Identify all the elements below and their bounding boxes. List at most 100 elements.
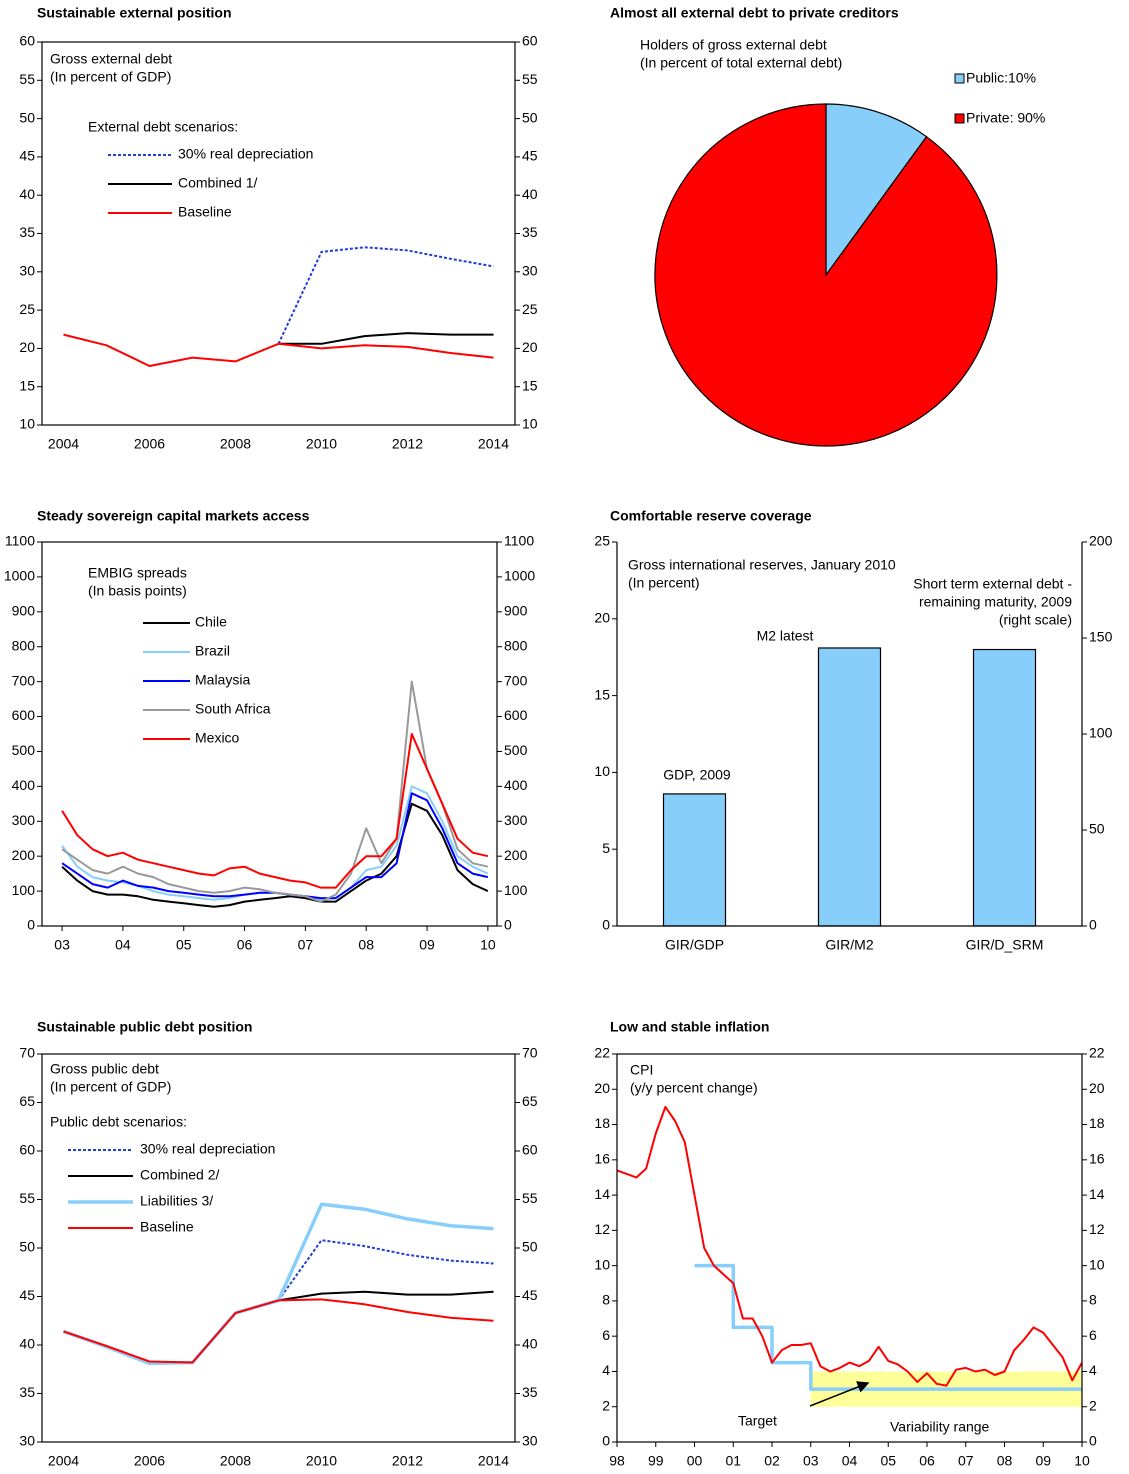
y2-tick-label: 6 [1089, 1327, 1097, 1343]
y-tick-label: 22 [594, 1045, 610, 1061]
x-tick-label: GIR/D_SRM [966, 937, 1044, 953]
x-tick-label: 98 [609, 1453, 625, 1469]
y-tick-label: 45 [19, 148, 35, 164]
x-tick-label: 09 [1035, 1453, 1051, 1469]
y2-tick-label: 100 [1089, 725, 1113, 741]
annotation: (In percent) [628, 575, 700, 591]
y2-tick-label: 4 [1089, 1362, 1097, 1378]
y-tick-label: 45 [19, 1287, 35, 1303]
annotation: EMBIG spreads [88, 565, 187, 581]
x-tick-label: 2004 [48, 1453, 79, 1469]
y-tick-label: 25 [19, 301, 35, 317]
legend-label: Liabilities 3/ [140, 1193, 213, 1209]
series-line [61, 680, 489, 903]
series-line [616, 1105, 1083, 1387]
y2-tick-label: 45 [522, 148, 538, 164]
y-tick-label: 700 [12, 672, 36, 688]
annotation: External debt scenarios: [88, 119, 238, 135]
y2-tick-label: 20 [522, 339, 538, 355]
bar-label: Short term external debt - [913, 576, 1072, 592]
y2-tick-label: 600 [504, 707, 528, 723]
legend-label: Public:10% [966, 70, 1036, 86]
y-tick-label: 50 [19, 109, 35, 125]
annotation: (In basis points) [88, 583, 187, 599]
x-tick-label: 2004 [48, 436, 79, 452]
legend-swatch [954, 73, 965, 84]
legend-swatch [954, 113, 965, 124]
y2-tick-label: 400 [504, 777, 528, 793]
legend-label: South Africa [195, 701, 271, 717]
legend-label: 30% real depreciation [178, 146, 313, 162]
y2-tick-label: 8 [1089, 1292, 1097, 1308]
chart-title: Sustainable external position [37, 5, 232, 21]
x-tick-label: 08 [358, 937, 374, 953]
series-line [278, 332, 494, 345]
x-tick-label: 10 [480, 937, 496, 953]
y2-tick-label: 50 [522, 109, 538, 125]
y-tick-label: 25 [594, 533, 610, 549]
x-tick-label: 05 [880, 1453, 896, 1469]
y-tick-label: 1000 [4, 568, 35, 584]
y-tick-label: 20 [594, 610, 610, 626]
y2-tick-label: 18 [1089, 1115, 1105, 1131]
y2-tick-label: 30 [522, 263, 538, 279]
y-tick-label: 20 [19, 339, 35, 355]
x-tick-label: 99 [648, 1453, 664, 1469]
y-tick-label: 0 [27, 917, 35, 933]
legend-label: Chile [195, 614, 227, 630]
chart-title: Comfortable reserve coverage [610, 508, 812, 524]
y2-tick-label: 65 [522, 1093, 538, 1109]
y2-tick-label: 70 [522, 1045, 538, 1061]
y2-tick-label: 0 [1089, 1433, 1097, 1449]
bar [817, 647, 882, 927]
series-line [61, 733, 489, 889]
y2-tick-label: 700 [504, 672, 528, 688]
legend-label: Combined 2/ [140, 1167, 219, 1183]
plot-frame [41, 541, 498, 927]
annotation: Public debt scenarios: [50, 1114, 187, 1130]
y2-tick-label: 50 [1089, 821, 1105, 837]
x-tick-label: 2008 [220, 436, 251, 452]
y-tick-label: 35 [19, 1384, 35, 1400]
y-tick-label: 8 [602, 1292, 610, 1308]
x-tick-label: GIR/M2 [825, 937, 873, 953]
y2-tick-label: 12 [1089, 1221, 1105, 1237]
chart-title: Sustainable public debt position [37, 1019, 252, 1035]
y2-tick-label: 150 [1089, 629, 1113, 645]
x-tick-label: 2014 [478, 1453, 509, 1469]
y-tick-label: 30 [19, 1433, 35, 1449]
legend-label: Brazil [195, 643, 230, 659]
annotation: CPI [630, 1062, 653, 1078]
y-tick-label: 10 [594, 763, 610, 779]
x-tick-label: 06 [237, 937, 253, 953]
y2-tick-label: 50 [522, 1239, 538, 1255]
annotation: Gross external debt [50, 51, 172, 67]
y2-tick-label: 1100 [504, 533, 534, 549]
y2-tick-label: 16 [1089, 1151, 1105, 1167]
chart-title: Almost all external debt to private cred… [610, 5, 899, 21]
x-tick-label: 2006 [134, 436, 165, 452]
series-line [61, 785, 489, 901]
y2-tick-label: 2 [1089, 1397, 1097, 1413]
plot-frame [41, 41, 516, 426]
y-tick-label: 0 [602, 1433, 610, 1449]
y2-tick-label: 30 [522, 1433, 538, 1449]
x-tick-label: 2012 [392, 1453, 423, 1469]
y-tick-label: 55 [19, 1190, 35, 1206]
series-line [63, 1298, 494, 1364]
y2-tick-label: 500 [504, 742, 528, 758]
y2-tick-label: 55 [522, 1190, 538, 1206]
x-tick-label: 08 [997, 1453, 1013, 1469]
y-tick-label: 15 [19, 377, 35, 393]
y2-tick-label: 60 [522, 33, 538, 49]
annotation: (In percent of GDP) [50, 1079, 171, 1095]
y-tick-label: 70 [19, 1045, 35, 1061]
y2-tick-label: 200 [504, 847, 528, 863]
x-tick-label: 03 [803, 1453, 819, 1469]
y-tick-label: 200 [12, 847, 36, 863]
y2-tick-label: 25 [522, 301, 538, 317]
y-tick-label: 100 [12, 882, 36, 898]
y-tick-label: 4 [602, 1362, 610, 1378]
y-tick-label: 400 [12, 777, 36, 793]
y-tick-label: 10 [594, 1256, 610, 1272]
